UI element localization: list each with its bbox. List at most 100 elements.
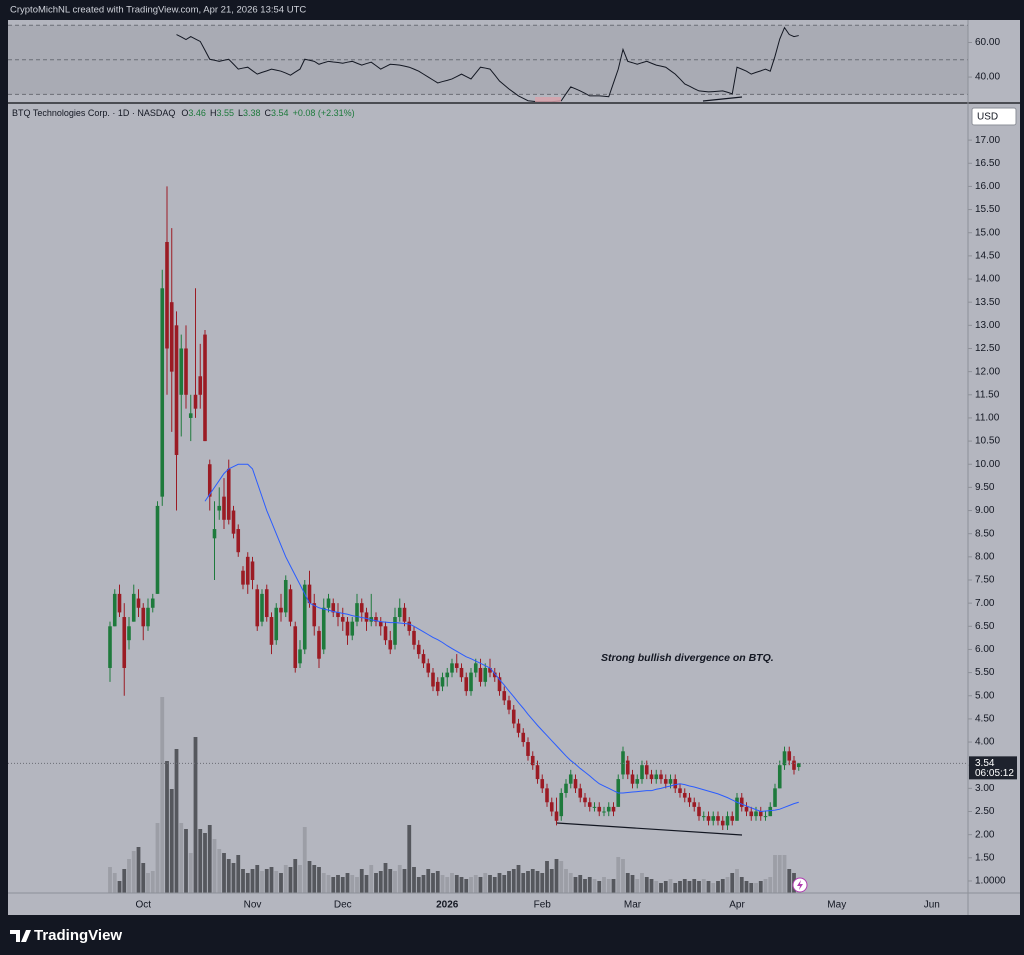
candle-body (212, 529, 217, 539)
volume-bar (611, 879, 616, 893)
volume-bar (559, 861, 564, 893)
volume-bar (597, 881, 602, 893)
volume-bar (678, 881, 682, 893)
y-tick-label: 10.00 (975, 459, 1000, 470)
rsi-line (176, 26, 799, 103)
y-tick-label: 9.00 (975, 505, 995, 516)
candle-body (336, 612, 340, 618)
candle-body (188, 413, 193, 418)
y-tick-label: 4.00 (975, 737, 995, 748)
candle-body (773, 788, 777, 807)
rsi-pane (8, 24, 968, 103)
candle-body (611, 806, 616, 812)
y-tick-label: 10.50 (975, 436, 1000, 447)
candle-body (730, 816, 735, 821)
x-tick-label: Apr (729, 900, 745, 911)
candle-body (488, 667, 492, 673)
volume-bar (454, 875, 459, 893)
candle-body (673, 779, 678, 789)
volume-bar (250, 869, 255, 893)
candle-body (450, 663, 454, 673)
candle-body (469, 672, 473, 692)
candle-body (559, 792, 564, 817)
candle-body (749, 811, 754, 817)
candle-body (706, 816, 711, 821)
volume-bar (431, 873, 435, 893)
volume-bar (754, 883, 758, 893)
volume-bar (673, 883, 678, 893)
volume-bar (255, 865, 260, 893)
candle-body (649, 774, 654, 780)
volume-bar (730, 873, 735, 893)
candle-body (184, 348, 188, 395)
chart-background (8, 20, 1020, 915)
y-tick-label: 8.00 (975, 551, 995, 562)
volume-bar (108, 867, 112, 893)
volume-bar (402, 869, 407, 893)
volume-bar (378, 871, 383, 893)
volume-bar (236, 855, 241, 893)
candle-body (160, 288, 165, 497)
candle-body (426, 663, 431, 673)
candle-body (288, 589, 293, 622)
volume-bar (241, 869, 245, 893)
volume-bar (150, 871, 155, 893)
last-price-box (969, 756, 1017, 780)
y-tick-label: 40.00 (975, 72, 1000, 83)
y-tick-label: 13.50 (975, 297, 1000, 308)
volume-bar (739, 877, 744, 893)
volume-bar (578, 875, 583, 893)
volume-bar (416, 877, 421, 893)
volume-bar (507, 871, 511, 893)
candle-body (568, 774, 573, 784)
x-tick-label: Jun (924, 900, 940, 911)
candle-body (355, 603, 359, 622)
currency-box[interactable] (971, 107, 1017, 126)
candle-body (146, 607, 150, 627)
candle-body (796, 763, 801, 768)
candle-body (222, 496, 226, 520)
x-tick-label: Mar (624, 900, 642, 911)
y-tick-label: 7.50 (975, 575, 995, 586)
volume-bar (497, 873, 502, 893)
volume-bar (131, 851, 136, 893)
y-tick-label: 2.50 (975, 806, 995, 817)
volume-bar (136, 847, 141, 893)
candle-body (473, 663, 478, 673)
candle-body (549, 802, 554, 812)
candle-body (464, 677, 469, 692)
volume-bar (388, 869, 393, 893)
candle-body (792, 760, 796, 770)
volume-bar (654, 881, 659, 893)
legend-low: 3.38 (243, 108, 261, 118)
candle-body (293, 626, 298, 668)
brand-logo (10, 930, 31, 942)
y-tick-label: 15.00 (975, 227, 1000, 238)
brand: TradingView (34, 927, 122, 944)
price-pane (8, 186, 968, 893)
candle-body (659, 774, 663, 780)
candle-body (459, 667, 464, 678)
y-tick-label: 14.50 (975, 251, 1000, 262)
candle-body (298, 649, 302, 664)
volume-bar (573, 877, 578, 893)
legend-close: 3.54 (271, 108, 289, 118)
volume-bar (478, 877, 483, 893)
x-tick-label: 2026 (436, 900, 459, 911)
y-tick-label: 60.00 (975, 37, 1000, 48)
candle-body (279, 607, 283, 613)
candle-body (165, 241, 169, 349)
volume-bar (459, 877, 464, 893)
volume-bar (165, 761, 169, 893)
volume-bar (397, 865, 402, 893)
volume-bar (545, 861, 549, 893)
candle-body (122, 617, 127, 668)
candle-body (545, 788, 549, 803)
volume-bar (350, 875, 355, 893)
volume-bar (763, 879, 768, 893)
candle-body (112, 593, 117, 627)
volume-bar (421, 875, 426, 893)
candle-body (207, 464, 212, 497)
candle-body (663, 779, 668, 784)
candle-body (535, 765, 540, 780)
